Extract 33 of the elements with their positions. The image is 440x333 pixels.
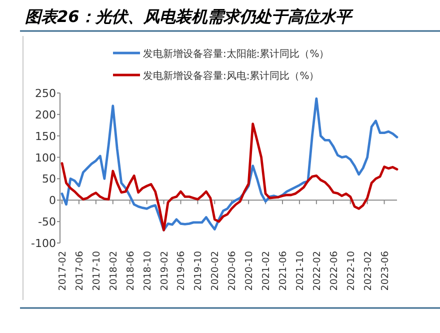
x-tick-label: 2017-10 xyxy=(91,251,102,291)
y-tick-label: 150 xyxy=(35,130,56,143)
x-tick-label: 2018-06 xyxy=(125,251,136,291)
y-tick-label: 200 xyxy=(35,108,56,122)
x-tick-label: 2021-10 xyxy=(294,251,306,291)
x-tick-label: 2017-02 xyxy=(58,251,68,291)
line-series xyxy=(60,97,398,232)
x-tick-label: 2020-06 xyxy=(227,251,238,291)
line-series xyxy=(60,122,398,232)
x-tick-label: 2022-10 xyxy=(346,251,357,291)
x-tick-label: 2019-10 xyxy=(193,251,204,291)
x-tick-label: 2018-10 xyxy=(142,251,154,291)
y-tick-label: 50 xyxy=(42,172,56,186)
x-tick-label: 2020-02 xyxy=(210,251,222,291)
x-tick-label: 2019-06 xyxy=(176,251,188,291)
y-tick-label: 100 xyxy=(35,151,56,164)
x-tick-label: 2022-06 xyxy=(328,251,340,291)
y-tick-label: 250 xyxy=(35,87,56,100)
x-tick-label: 2022-02 xyxy=(312,251,323,291)
x-tick-label: 2020-10 xyxy=(244,251,256,291)
legend-label: 发电新增设备容量:太阳能:累计同比（%） xyxy=(143,48,330,60)
chart-title: 图表26：光伏、风电装机需求仍处于高位水平 xyxy=(25,7,354,26)
x-tick-label: 2019-02 xyxy=(159,251,170,291)
x-tick-label: 2021-06 xyxy=(278,251,290,291)
y-tick-label: -50 xyxy=(38,216,56,229)
x-tick-label: 2017-06 xyxy=(74,251,86,291)
y-tick-label: 0 xyxy=(49,194,56,208)
x-tick-label: 2023-02 xyxy=(362,251,374,291)
x-tick-label: 2023-06 xyxy=(380,251,391,291)
x-tick-label: 2018-02 xyxy=(108,251,120,291)
y-tick-label: -100 xyxy=(31,237,56,250)
x-tick-label: 2021-02 xyxy=(261,251,272,291)
legend-label: 发电新增设备容量:风电:累计同比（%） xyxy=(143,70,320,82)
